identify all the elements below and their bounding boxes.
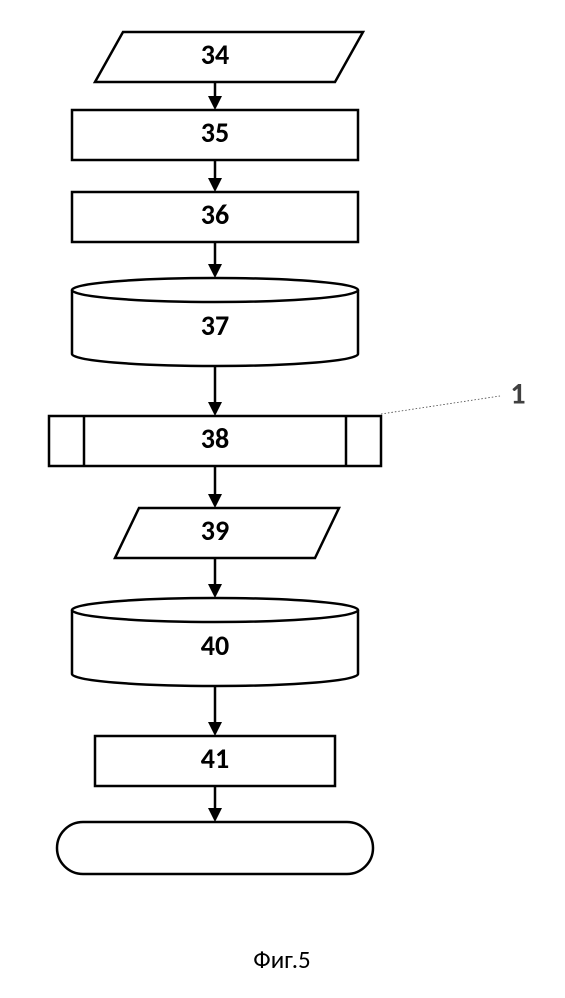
svg-text:Фиг.5: Фиг.5 — [253, 944, 310, 975]
arrow-head — [208, 808, 222, 822]
arrow-head — [208, 722, 222, 736]
terminator — [57, 822, 373, 874]
svg-text:34: 34 — [201, 37, 229, 72]
svg-text:37: 37 — [201, 308, 229, 343]
arrow-head — [208, 96, 222, 110]
cylinder-top — [72, 598, 358, 622]
svg-text:36: 36 — [201, 197, 229, 232]
svg-text:39: 39 — [201, 513, 229, 548]
arrow-head — [208, 584, 222, 598]
arrow-head — [208, 178, 222, 192]
svg-text:35: 35 — [201, 115, 229, 150]
svg-text:40: 40 — [201, 628, 229, 663]
arrow-head — [208, 494, 222, 508]
callout-leader — [381, 396, 500, 414]
arrow-head — [208, 264, 222, 278]
svg-text:1: 1 — [510, 375, 525, 412]
svg-text:41: 41 — [201, 741, 229, 776]
arrow-head — [208, 402, 222, 416]
cylinder-top — [72, 278, 358, 302]
svg-text:38: 38 — [201, 421, 229, 456]
